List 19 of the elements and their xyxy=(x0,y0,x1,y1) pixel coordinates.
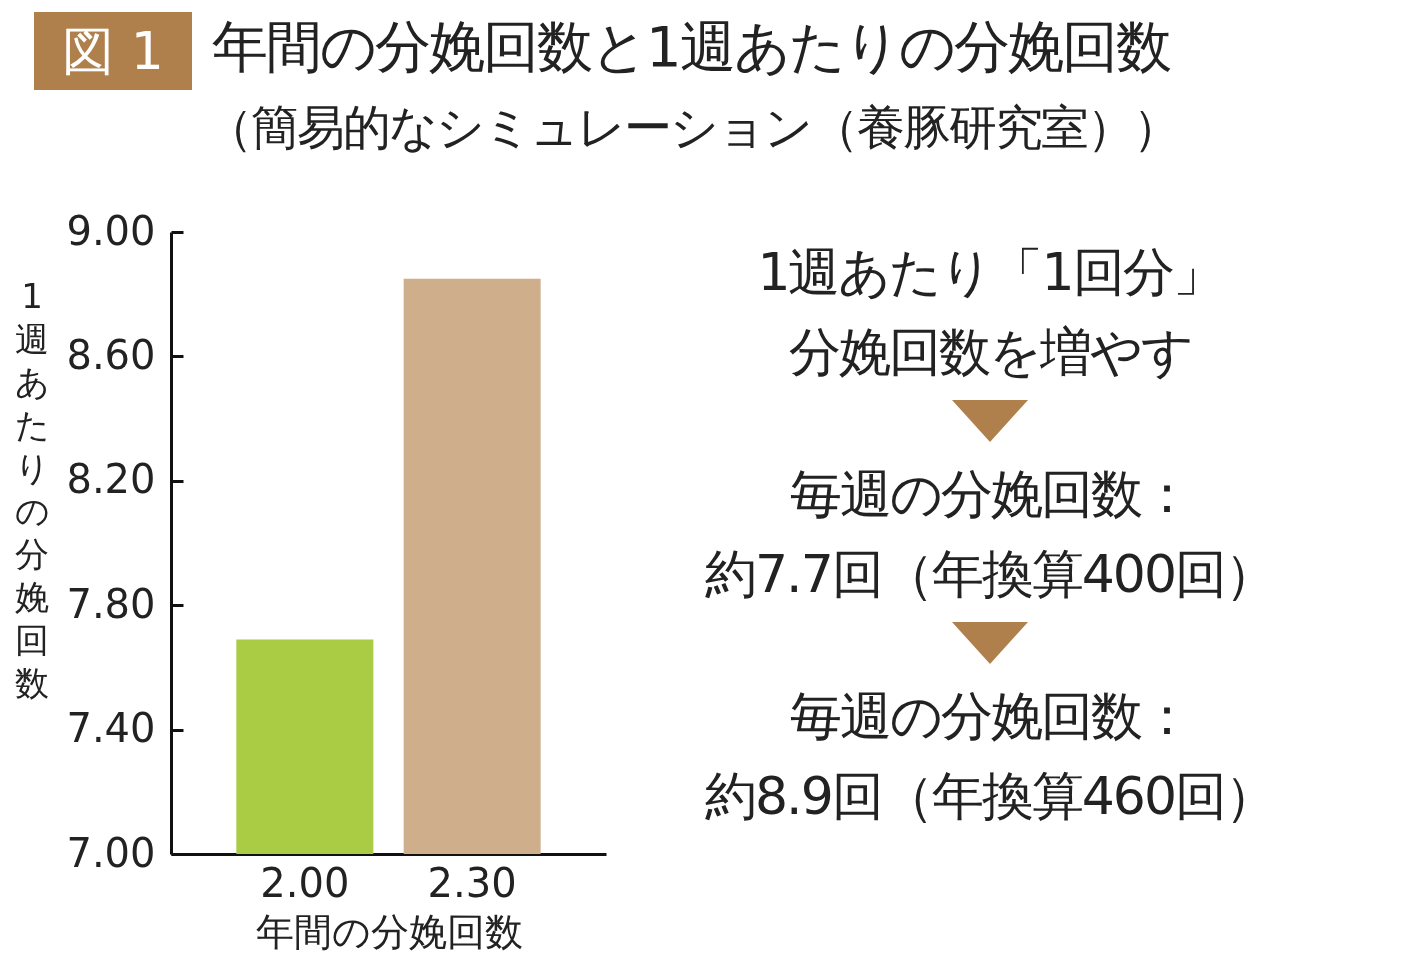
chart-subtitle: （簡易的なシミュレーション（養豚研究室）） xyxy=(205,98,1179,157)
y-tick-label: 7.80 xyxy=(66,580,156,627)
text: 約7.7回（年換算400回） xyxy=(704,543,1276,606)
y-tick-label: 7.40 xyxy=(66,705,156,752)
text: 約8.9回（年換算460回） xyxy=(704,765,1276,828)
text: 毎週の分娩回数： xyxy=(788,685,1192,748)
caption: 図 1 xyxy=(34,12,192,90)
y-tick-label: 8.20 xyxy=(66,456,156,503)
text: 分娩回数を増やす xyxy=(787,321,1193,384)
chart-title: 年間の分娩回数と1週あたりの分娩回数 xyxy=(212,13,1170,81)
y-tick-label: 9.00 xyxy=(66,207,156,254)
text: 1週あたり「1回分」 xyxy=(756,241,1224,304)
text: 1週あたりの分娩回数 xyxy=(14,276,50,703)
y-tick-label: 7.00 xyxy=(66,829,156,876)
x-tick-label: 2.00 xyxy=(260,859,350,906)
text: 毎週の分娩回数： xyxy=(788,463,1192,526)
x-tick-label: 2.30 xyxy=(427,859,517,906)
x-axis-title: 年間の分娩回数 xyxy=(255,909,523,954)
y-tick-label: 8.60 xyxy=(66,331,156,378)
